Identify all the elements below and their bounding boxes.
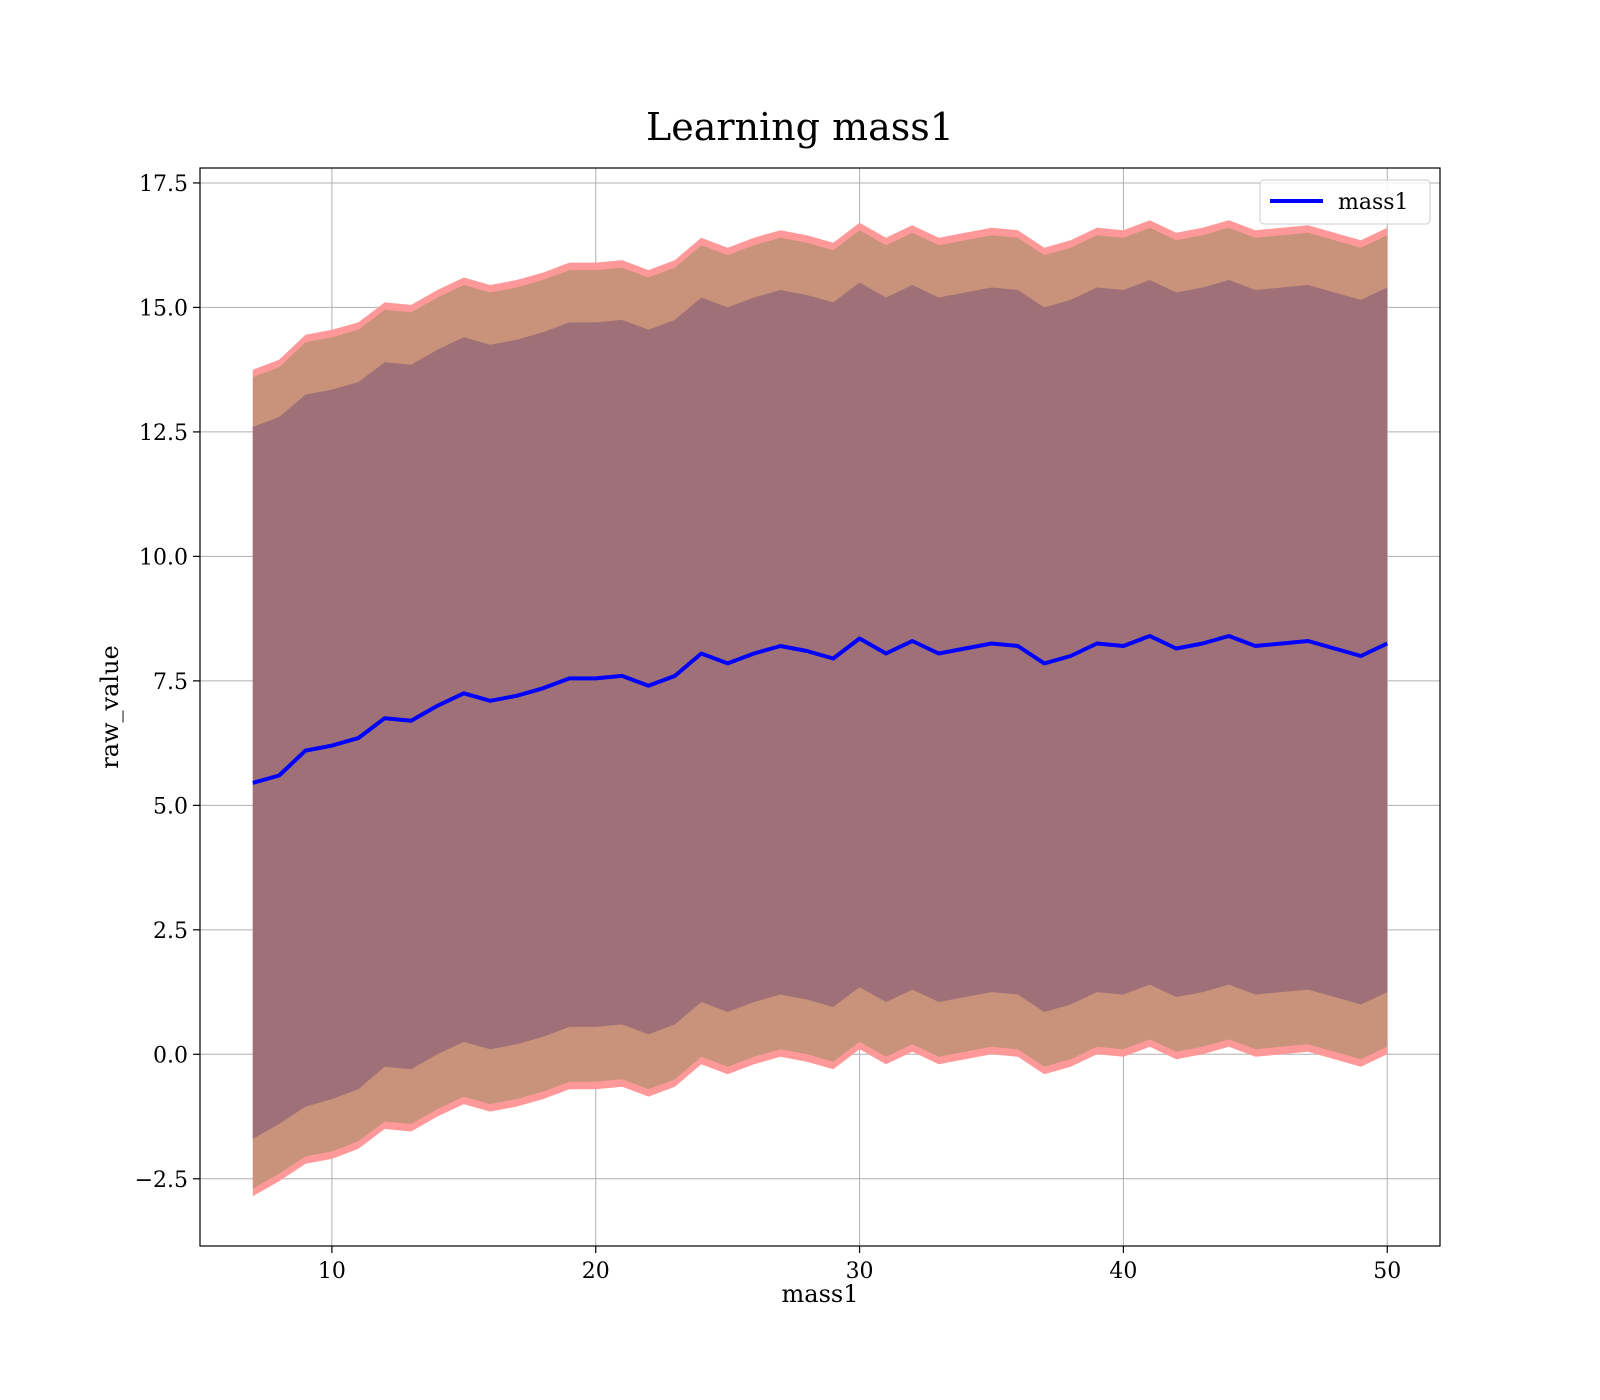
legend-box <box>1259 179 1431 225</box>
x-tick-label: 50 <box>1373 1259 1401 1284</box>
x-tick-label: 30 <box>846 1259 874 1284</box>
band-inner <box>252 280 1388 1139</box>
x-axis-ticks: 10 20 30 40 50 <box>318 1246 1401 1284</box>
x-axis-label: mass1 <box>782 1280 859 1308</box>
x-tick-label: 20 <box>582 1259 610 1284</box>
y-axis-label: raw_value <box>96 645 124 769</box>
plot-frame <box>199 167 1441 1247</box>
y-tick-label: 7.5 <box>153 670 188 695</box>
y-tick-label: 10.0 <box>139 545 188 570</box>
y-tick-label: 17.5 <box>139 172 188 197</box>
x-tick-label: 40 <box>1109 1259 1137 1284</box>
series-lines <box>252 634 1389 785</box>
legend-entry-mass1: mass1 <box>1338 190 1409 215</box>
y-tick-label: 15.0 <box>139 296 188 321</box>
y-tick-label: 2.5 <box>153 919 188 944</box>
y-tick-label: 12.5 <box>139 421 188 446</box>
uncertainty-bands <box>252 220 1388 1197</box>
y-tick-label: 5.0 <box>153 794 188 819</box>
plot-area <box>199 167 1441 1247</box>
series-line-mass1 <box>252 634 1389 785</box>
y-tick-label: −2.5 <box>135 1168 188 1193</box>
y-tick-label: 0.0 <box>153 1043 188 1068</box>
legend: mass1 <box>1259 179 1431 225</box>
y-axis-ticks: −2.5 0.0 2.5 5.0 7.5 10.0 12.5 15.0 17.5 <box>135 172 200 1193</box>
x-tick-label: 10 <box>318 1259 346 1284</box>
chart-title: Learning mass1 <box>646 105 954 149</box>
